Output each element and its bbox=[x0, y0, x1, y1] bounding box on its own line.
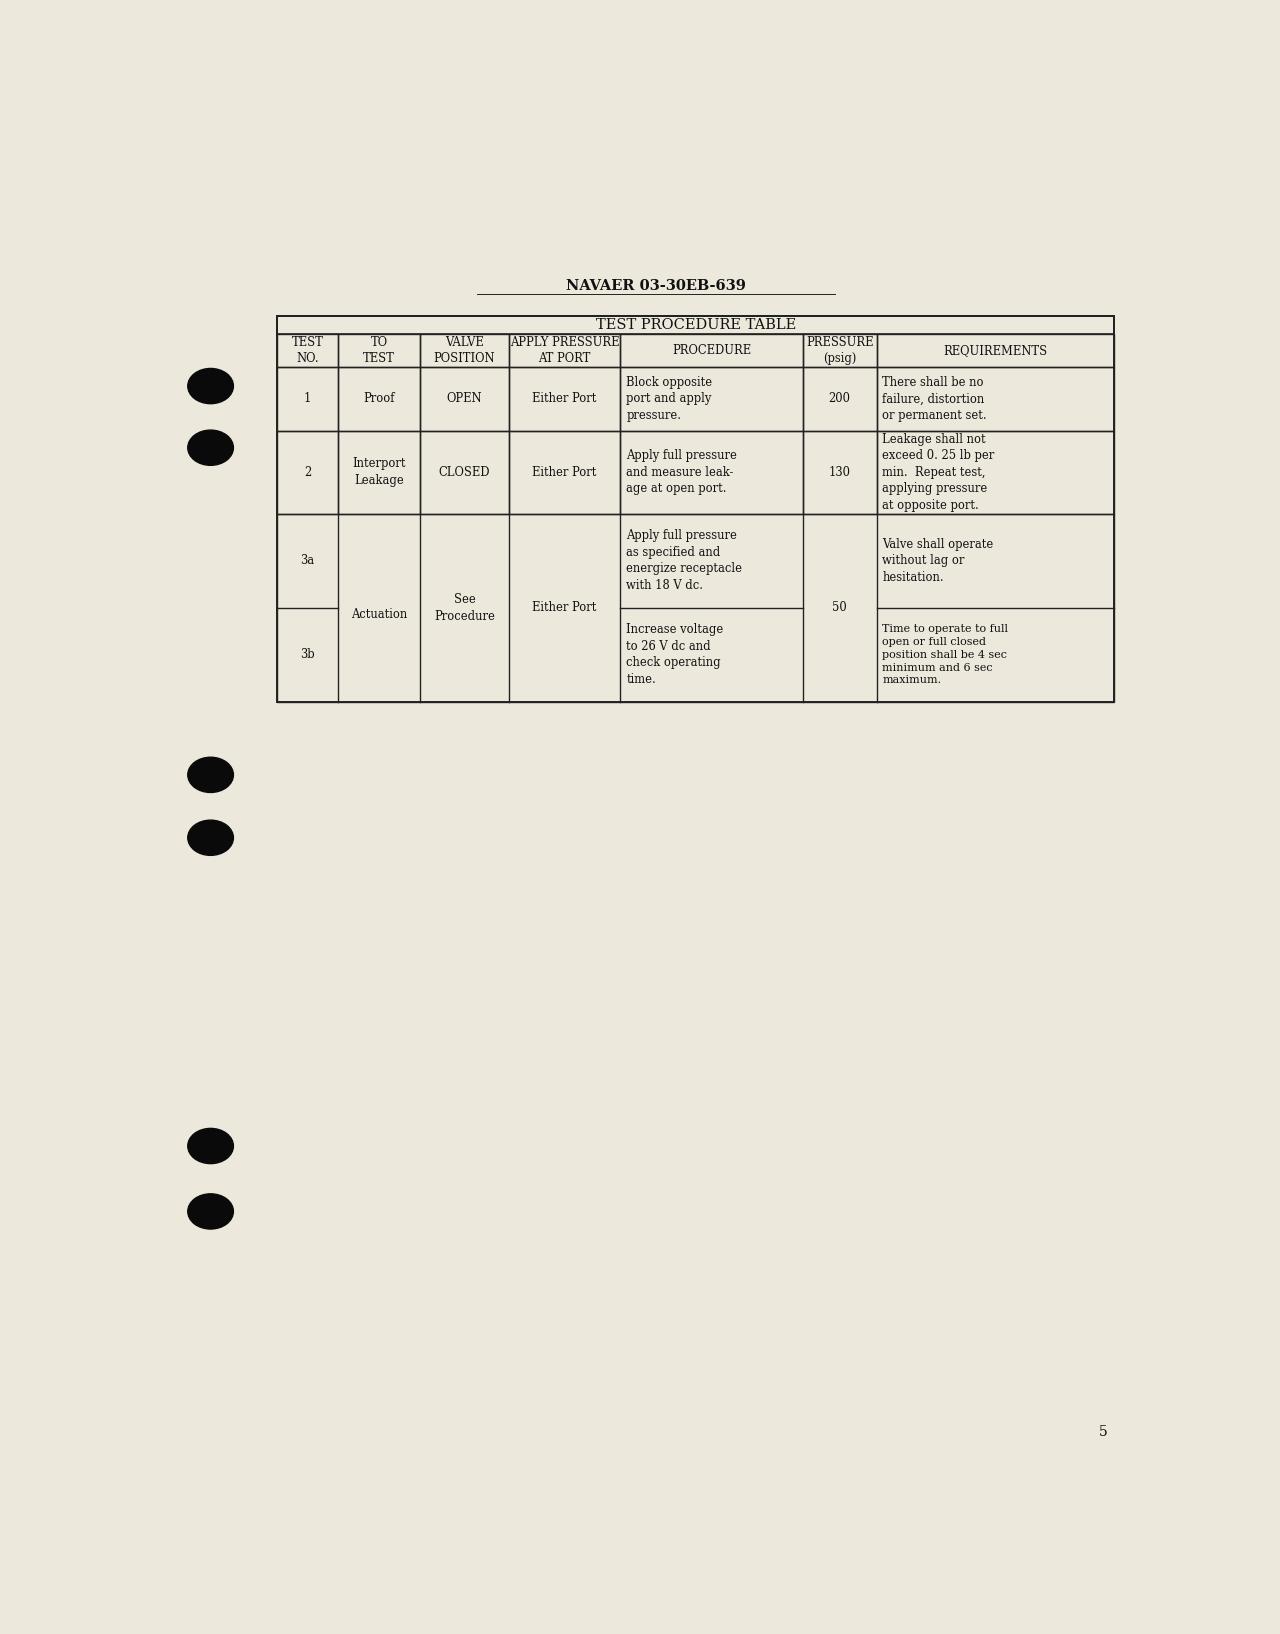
Bar bbox=[803, 431, 877, 513]
Ellipse shape bbox=[188, 1194, 233, 1229]
Text: OPEN: OPEN bbox=[447, 392, 483, 405]
Bar bbox=[338, 333, 420, 368]
Text: There shall be no
failure, distortion
or permanent set.: There shall be no failure, distortion or… bbox=[882, 376, 987, 422]
Text: Proof: Proof bbox=[364, 392, 396, 405]
Text: See
Procedure: See Procedure bbox=[434, 593, 495, 623]
Bar bbox=[509, 333, 621, 368]
Text: Either Port: Either Port bbox=[532, 466, 596, 479]
Ellipse shape bbox=[188, 757, 233, 792]
Bar bbox=[420, 368, 509, 431]
Text: TEST
NO.: TEST NO. bbox=[292, 337, 324, 366]
Bar bbox=[338, 368, 420, 431]
Text: APPLY PRESSURE
AT PORT: APPLY PRESSURE AT PORT bbox=[509, 337, 620, 366]
Text: 2: 2 bbox=[303, 466, 311, 479]
Text: TO
TEST: TO TEST bbox=[364, 337, 396, 366]
Text: Interport
Leakage: Interport Leakage bbox=[352, 458, 406, 487]
Text: Either Port: Either Port bbox=[532, 392, 596, 405]
Text: PRESSURE
(psig): PRESSURE (psig) bbox=[806, 337, 873, 366]
Bar bbox=[276, 431, 338, 513]
Text: Actuation: Actuation bbox=[351, 608, 407, 621]
Text: 3b: 3b bbox=[301, 649, 315, 662]
Text: Valve shall operate
without lag or
hesitation.: Valve shall operate without lag or hesit… bbox=[882, 538, 993, 583]
Text: CLOSED: CLOSED bbox=[439, 466, 490, 479]
Ellipse shape bbox=[188, 1129, 233, 1163]
Bar bbox=[276, 513, 1115, 703]
Bar bbox=[276, 333, 338, 368]
Bar bbox=[420, 431, 509, 513]
Bar bbox=[621, 431, 803, 513]
Text: Time to operate to full
open or full closed
position shall be 4 sec
minimum and : Time to operate to full open or full clo… bbox=[882, 624, 1009, 685]
Text: Leakage shall not
exceed 0. 25 lb per
min.  Repeat test,
applying pressure
at op: Leakage shall not exceed 0. 25 lb per mi… bbox=[882, 433, 995, 511]
Ellipse shape bbox=[188, 368, 233, 404]
Bar bbox=[877, 431, 1115, 513]
Text: 5: 5 bbox=[1098, 1425, 1107, 1438]
Text: 130: 130 bbox=[828, 466, 851, 479]
Bar bbox=[509, 368, 621, 431]
Bar bbox=[803, 333, 877, 368]
Text: 200: 200 bbox=[828, 392, 851, 405]
Bar bbox=[276, 368, 338, 431]
Text: Increase voltage
to 26 V dc and
check operating
time.: Increase voltage to 26 V dc and check op… bbox=[626, 624, 723, 686]
Bar bbox=[338, 431, 420, 513]
Bar bbox=[276, 315, 1115, 333]
Text: 3a: 3a bbox=[301, 554, 315, 567]
Bar bbox=[621, 333, 803, 368]
Text: Block opposite
port and apply
pressure.: Block opposite port and apply pressure. bbox=[626, 376, 713, 422]
Text: REQUIREMENTS: REQUIREMENTS bbox=[943, 345, 1047, 358]
Text: Apply full pressure
and measure leak-
age at open port.: Apply full pressure and measure leak- ag… bbox=[626, 449, 737, 495]
Bar bbox=[621, 368, 803, 431]
Bar bbox=[509, 431, 621, 513]
Text: TEST PROCEDURE TABLE: TEST PROCEDURE TABLE bbox=[595, 319, 796, 332]
Bar bbox=[877, 333, 1115, 368]
Text: Apply full pressure
as specified and
energize receptacle
with 18 V dc.: Apply full pressure as specified and ene… bbox=[626, 529, 742, 592]
Text: Either Port: Either Port bbox=[532, 601, 596, 614]
Text: PROCEDURE: PROCEDURE bbox=[672, 345, 751, 358]
Bar bbox=[420, 333, 509, 368]
Text: 1: 1 bbox=[303, 392, 311, 405]
Bar bbox=[803, 368, 877, 431]
Text: NAVAER 03-30EB-639: NAVAER 03-30EB-639 bbox=[566, 279, 746, 292]
Ellipse shape bbox=[188, 430, 233, 466]
Text: 50: 50 bbox=[832, 601, 847, 614]
Text: VALVE
POSITION: VALVE POSITION bbox=[434, 337, 495, 366]
Ellipse shape bbox=[188, 820, 233, 855]
Bar bbox=[276, 315, 1115, 703]
Bar bbox=[877, 368, 1115, 431]
